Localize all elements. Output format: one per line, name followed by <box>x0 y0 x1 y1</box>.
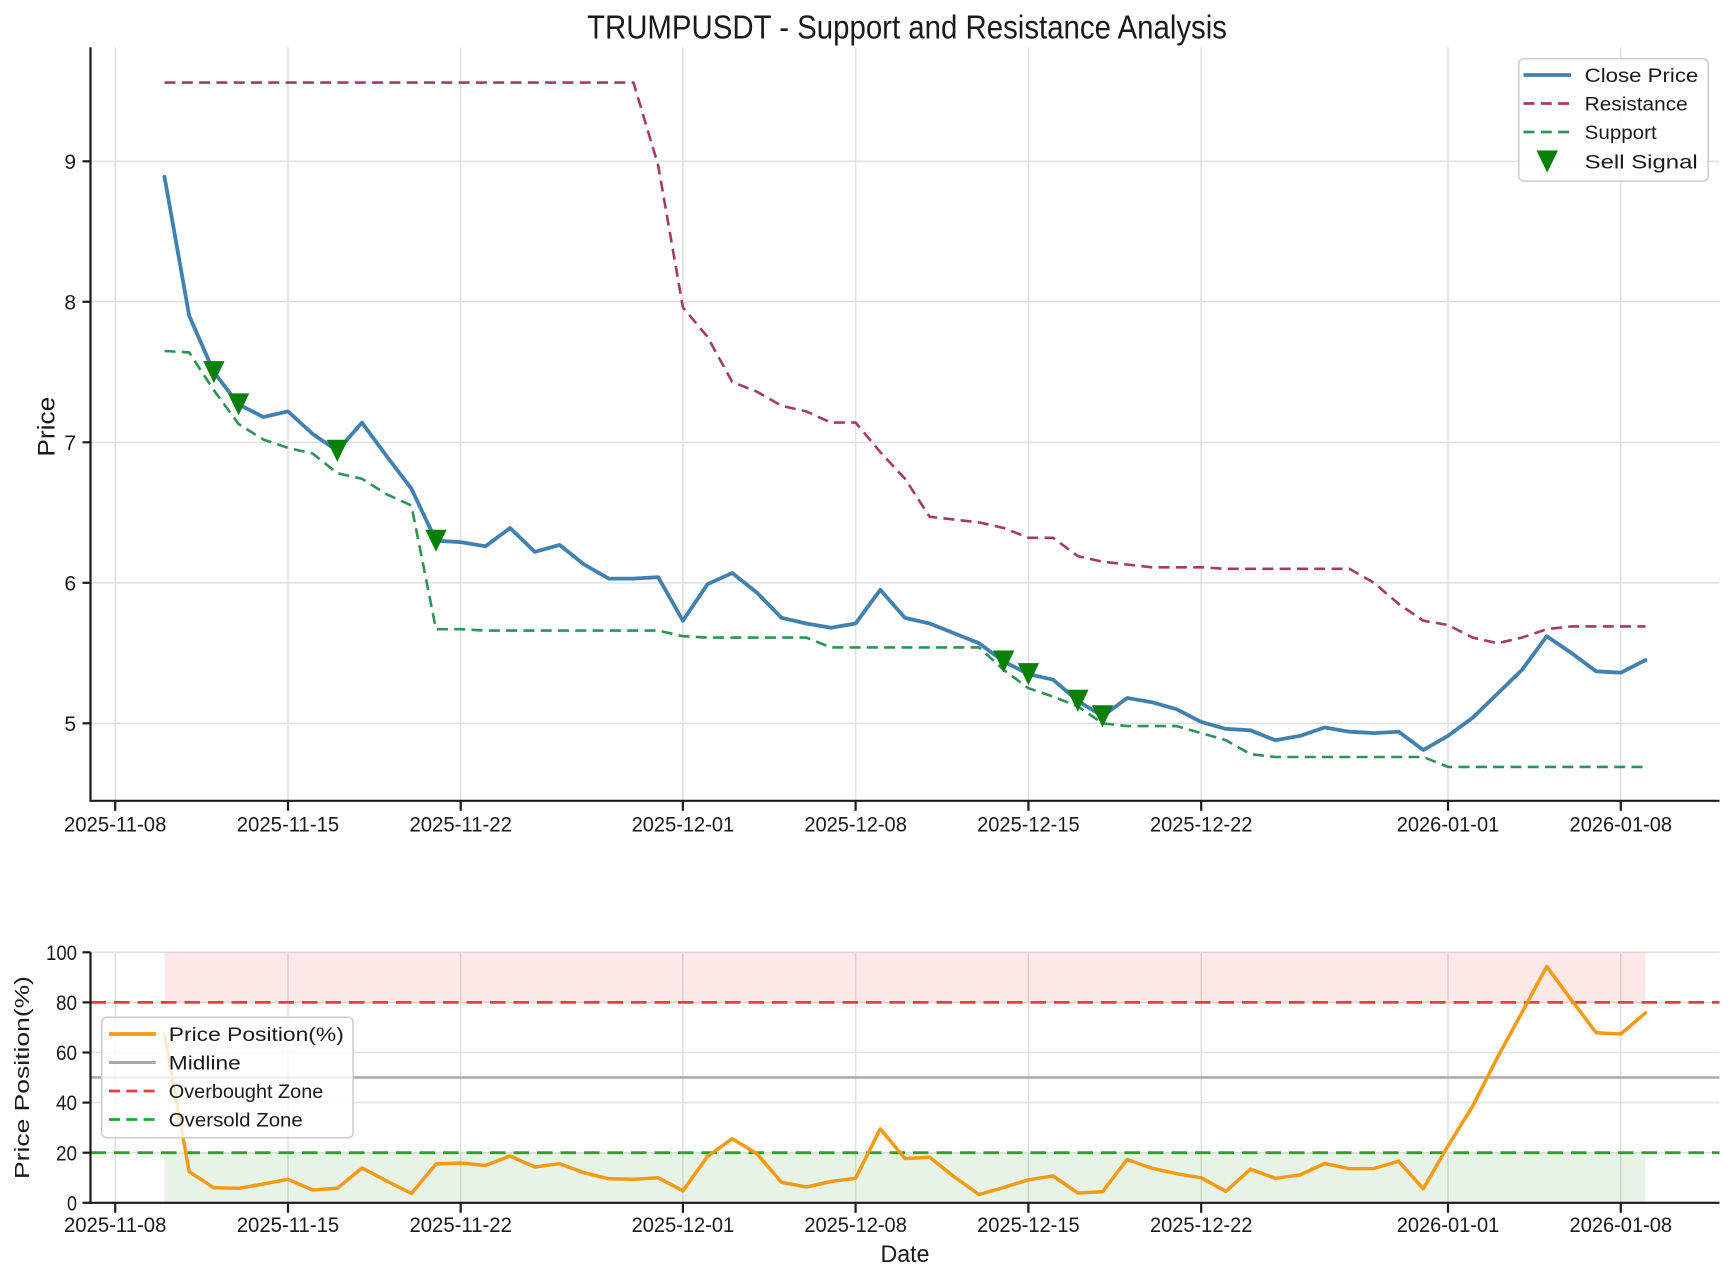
svg-text:60: 60 <box>56 1042 77 1065</box>
svg-text:Price Position(%): Price Position(%) <box>169 1024 344 1046</box>
svg-text:100: 100 <box>46 942 77 965</box>
svg-text:9: 9 <box>64 151 76 174</box>
svg-text:Close Price: Close Price <box>1585 65 1699 87</box>
svg-text:5: 5 <box>64 713 76 736</box>
svg-text:Date: Date <box>881 1241 930 1268</box>
svg-text:2026-01-08: 2026-01-08 <box>1570 814 1673 837</box>
svg-text:Overbought Zone: Overbought Zone <box>169 1081 323 1103</box>
svg-text:Support: Support <box>1585 122 1658 144</box>
svg-text:2025-12-08: 2025-12-08 <box>804 1214 907 1237</box>
svg-text:40: 40 <box>56 1092 77 1115</box>
svg-text:2025-11-22: 2025-11-22 <box>409 814 512 837</box>
svg-text:0: 0 <box>67 1192 77 1215</box>
svg-text:2025-11-15: 2025-11-15 <box>237 814 340 837</box>
svg-text:Sell Signal: Sell Signal <box>1585 152 1698 174</box>
svg-text:2025-11-22: 2025-11-22 <box>409 1214 512 1237</box>
svg-text:2026-01-01: 2026-01-01 <box>1397 814 1500 837</box>
svg-text:Oversold Zone: Oversold Zone <box>169 1110 303 1132</box>
svg-text:2025-12-01: 2025-12-01 <box>632 814 735 837</box>
svg-text:2025-12-22: 2025-12-22 <box>1150 814 1253 837</box>
svg-text:80: 80 <box>56 992 77 1015</box>
svg-text:2026-01-08: 2026-01-08 <box>1570 1214 1673 1237</box>
svg-text:6: 6 <box>64 573 76 596</box>
svg-text:2026-01-01: 2026-01-01 <box>1397 1214 1500 1237</box>
svg-text:Resistance: Resistance <box>1585 94 1688 116</box>
svg-text:Midline: Midline <box>169 1053 241 1075</box>
svg-text:2025-12-22: 2025-12-22 <box>1150 1214 1253 1237</box>
svg-text:Price Position(%): Price Position(%) <box>12 976 34 1179</box>
svg-text:2025-11-08: 2025-11-08 <box>64 1214 167 1237</box>
svg-text:8: 8 <box>64 292 76 315</box>
svg-text:20: 20 <box>56 1142 77 1165</box>
svg-text:2025-12-15: 2025-12-15 <box>977 1214 1080 1237</box>
svg-text:2025-12-15: 2025-12-15 <box>977 814 1080 837</box>
svg-text:2025-11-08: 2025-11-08 <box>64 814 167 837</box>
svg-text:2025-12-01: 2025-12-01 <box>632 1214 735 1237</box>
svg-text:7: 7 <box>64 432 76 455</box>
svg-text:Price: Price <box>33 397 60 457</box>
svg-text:2025-11-15: 2025-11-15 <box>237 1214 340 1237</box>
svg-text:TRUMPUSDT - Support and Resist: TRUMPUSDT - Support and Resistance Analy… <box>587 8 1227 45</box>
svg-text:2025-12-08: 2025-12-08 <box>804 814 907 837</box>
